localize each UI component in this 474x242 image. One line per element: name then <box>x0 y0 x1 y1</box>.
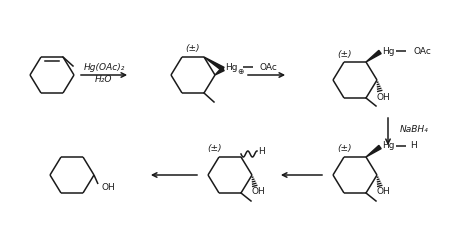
Text: H₂O: H₂O <box>95 75 113 83</box>
Text: H: H <box>410 142 417 151</box>
Text: OH: OH <box>101 183 115 192</box>
Text: OAc: OAc <box>414 46 432 55</box>
Text: Hg(OAc)₂: Hg(OAc)₂ <box>83 63 125 73</box>
Text: (±): (±) <box>186 45 200 53</box>
Polygon shape <box>366 145 381 157</box>
Text: (±): (±) <box>208 144 222 153</box>
Text: ⊕: ⊕ <box>237 68 243 76</box>
Text: Hg: Hg <box>225 62 237 71</box>
Text: OH: OH <box>376 188 390 197</box>
Text: OH: OH <box>376 92 390 101</box>
Polygon shape <box>215 68 224 75</box>
Polygon shape <box>366 50 381 62</box>
Text: Hg: Hg <box>382 142 394 151</box>
Polygon shape <box>204 57 224 71</box>
Text: (±): (±) <box>338 50 352 59</box>
Text: OH: OH <box>251 188 265 197</box>
Text: OAc: OAc <box>260 62 278 71</box>
Text: Hg: Hg <box>382 46 394 55</box>
Text: H: H <box>259 146 265 156</box>
Text: (±): (±) <box>338 144 352 153</box>
Text: NaBH₄: NaBH₄ <box>400 126 429 135</box>
